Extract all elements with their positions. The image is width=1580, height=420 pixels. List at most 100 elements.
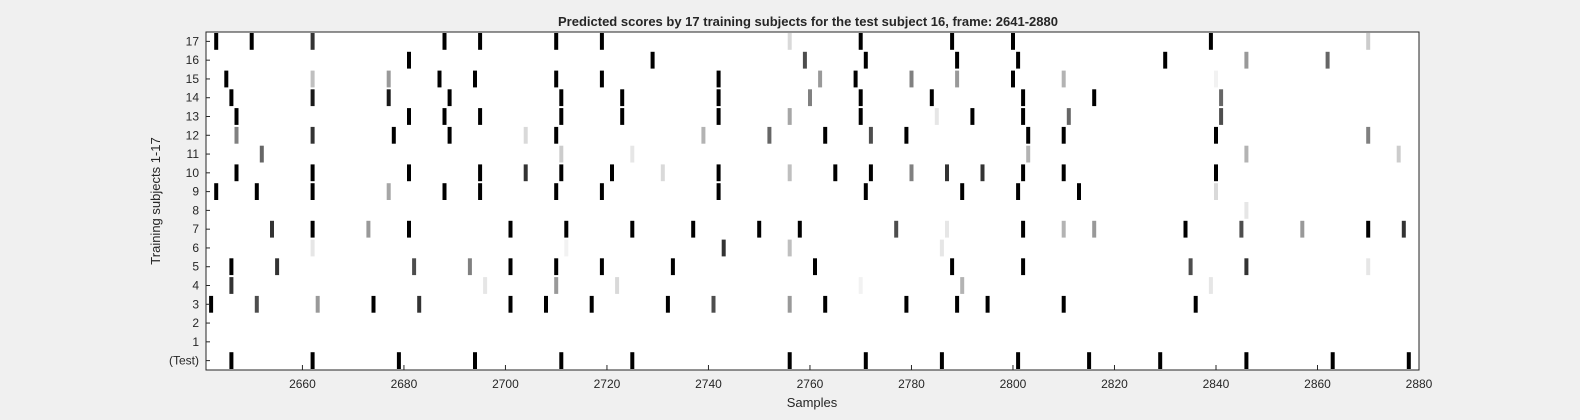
score-mark: [1092, 220, 1097, 238]
score-mark: [721, 239, 726, 257]
score-mark: [1214, 126, 1218, 144]
score-mark: [650, 51, 655, 69]
score-mark: [1244, 145, 1249, 163]
score-mark: [254, 295, 259, 313]
score-mark: [559, 352, 564, 369]
score-mark: [478, 164, 483, 182]
y-tick-label: 4: [192, 279, 199, 293]
score-mark: [1193, 295, 1198, 313]
score-mark: [554, 277, 559, 294]
score-mark: [559, 164, 564, 182]
score-mark: [478, 33, 483, 50]
score-mark: [442, 33, 447, 50]
x-tick-label: 2760: [797, 377, 824, 391]
score-mark: [970, 108, 975, 125]
score-mark: [1401, 220, 1406, 238]
x-tick-label: 2680: [391, 377, 418, 391]
score-mark: [371, 295, 376, 313]
score-mark: [863, 51, 868, 69]
score-mark: [1366, 33, 1371, 50]
score-mark: [1016, 51, 1021, 69]
score-mark: [1061, 220, 1066, 238]
score-mark: [787, 164, 792, 182]
score-mark: [478, 108, 483, 125]
score-mark: [310, 220, 315, 238]
score-mark: [797, 220, 802, 238]
score-mark: [310, 164, 315, 182]
score-mark: [939, 239, 944, 257]
score-mark: [1188, 258, 1193, 276]
y-tick-label: 2: [192, 316, 199, 330]
score-mark: [1021, 220, 1026, 238]
score-mark: [554, 183, 559, 200]
x-tick-label: 2820: [1101, 377, 1128, 391]
score-mark: [1026, 145, 1031, 163]
score-mark: [934, 108, 939, 125]
score-mark: [808, 89, 812, 107]
score-mark: [950, 33, 955, 50]
x-axis-ticks: 2660 2680 2700 2720 2740 2760 2780 2800 2820 2840…: [289, 365, 1433, 391]
score-mark: [955, 70, 960, 88]
score-mark: [589, 295, 594, 313]
score-mark: [467, 258, 472, 276]
score-mark: [386, 89, 391, 107]
score-mark: [665, 295, 670, 313]
score-mark: [599, 70, 604, 88]
score-mark: [559, 89, 564, 107]
score-mark: [960, 277, 965, 294]
score-mark: [660, 164, 665, 182]
score-mark: [229, 277, 234, 294]
score-mark: [310, 126, 315, 144]
score-mark: [853, 70, 858, 88]
score-mark: [955, 51, 960, 69]
score-mark: [442, 108, 447, 125]
score-mark: [894, 220, 899, 238]
score-mark: [823, 126, 828, 144]
score-mark: [1239, 220, 1244, 238]
score-mark: [275, 258, 280, 276]
score-mark: [1026, 126, 1031, 144]
score-mark: [833, 164, 838, 182]
score-mark: [858, 108, 863, 125]
score-mark: [620, 89, 625, 107]
score-mark: [254, 183, 259, 200]
score-mark: [787, 33, 792, 50]
score-mark: [447, 126, 452, 144]
score-mark: [1011, 70, 1015, 88]
score-mark: [909, 70, 914, 88]
y-tick-label: 8: [192, 203, 199, 217]
y-tick-label: 3: [192, 297, 199, 311]
score-mark: [229, 89, 234, 107]
score-mark: [615, 277, 620, 294]
score-mark: [1300, 220, 1305, 238]
y-tick-label: 17: [186, 34, 200, 48]
score-mark: [1244, 202, 1249, 219]
score-mark: [1244, 51, 1249, 69]
score-mark: [1366, 220, 1371, 238]
score-mark: [412, 258, 417, 276]
score-mark: [716, 164, 721, 182]
score-mark: [1183, 220, 1188, 238]
score-mark: [1061, 70, 1066, 88]
x-tick-label: 2880: [1406, 377, 1433, 391]
score-mark: [1087, 352, 1092, 369]
score-mark: [1366, 126, 1371, 144]
score-mark: [610, 164, 614, 182]
score-mark: [554, 70, 559, 88]
score-mark: [787, 108, 792, 125]
x-axis-label: Samples: [787, 395, 838, 410]
score-mark: [310, 70, 315, 88]
score-mark: [224, 70, 229, 88]
score-mark: [1214, 164, 1218, 182]
plot-area: [206, 32, 1419, 370]
score-mark: [310, 352, 315, 369]
y-tick-label: 1: [192, 335, 199, 349]
score-mark: [508, 220, 513, 238]
y-axis-ticks: 17 16 15 14 13 12 11 10 9 8 7 6 5 4 3 2 1 (Test): [169, 34, 210, 368]
score-mark: [787, 295, 792, 313]
score-mark: [858, 277, 863, 294]
score-mark: [1244, 352, 1249, 369]
score-mark: [310, 239, 315, 257]
score-mark: [473, 70, 477, 88]
score-mark: [1219, 89, 1224, 107]
